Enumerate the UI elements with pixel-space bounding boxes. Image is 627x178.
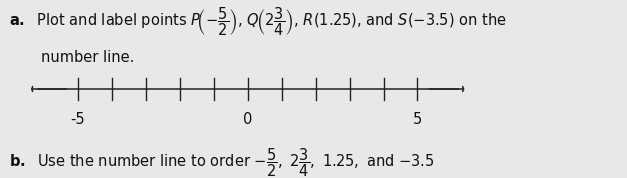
Text: $\mathbf{b.}$  Use the number line to order $-\dfrac{5}{2},\ 2\dfrac{3}{4},\ 1.2: $\mathbf{b.}$ Use the number line to ord… [9, 146, 435, 178]
Text: -5: -5 [71, 112, 85, 127]
Text: 5: 5 [413, 112, 422, 127]
Text: $\mathbf{a.}$  Plot and label points $P\!\left(-\dfrac{5}{2}\right)$, $Q\!\left(: $\mathbf{a.}$ Plot and label points $P\!… [9, 5, 507, 38]
Text: number line.: number line. [41, 50, 134, 65]
Text: 0: 0 [243, 112, 252, 127]
